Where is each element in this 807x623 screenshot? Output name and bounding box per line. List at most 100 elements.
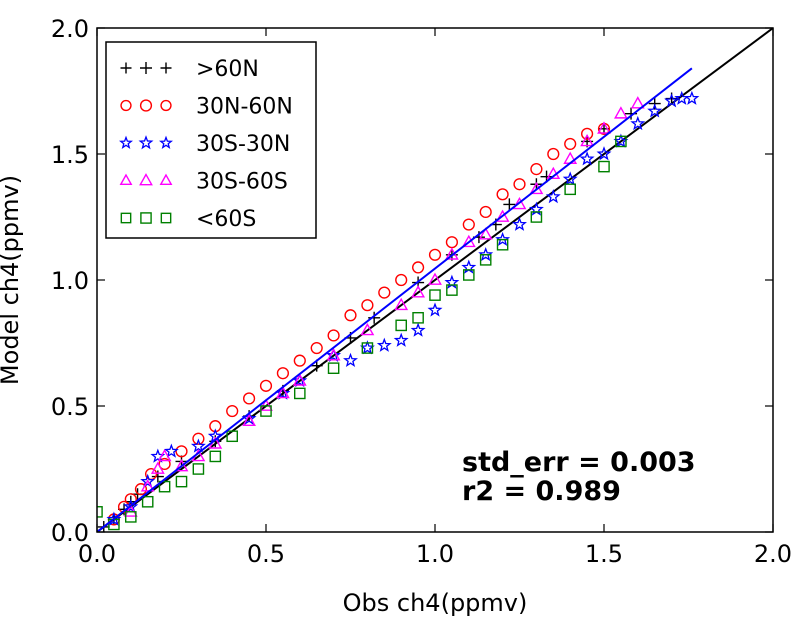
legend-box [105, 41, 317, 239]
legend-marker [139, 99, 153, 112]
data-point [360, 322, 375, 336]
data-point [630, 115, 646, 131]
y-tick-label: 0.5 [51, 393, 89, 421]
data-point [597, 121, 611, 134]
data-point [444, 274, 460, 289]
data-point [123, 498, 139, 514]
data-point [428, 248, 442, 261]
legend-marker [160, 99, 172, 112]
data-point [530, 211, 543, 223]
legend-marker [120, 99, 132, 112]
data-point [292, 372, 308, 388]
data-point [395, 319, 408, 332]
data-point [395, 273, 408, 287]
legend-marker [140, 62, 152, 74]
series-1 [107, 122, 611, 526]
data-point [596, 146, 612, 161]
data-point [503, 198, 516, 211]
y-tick-label: 1.0 [51, 267, 89, 295]
x-axis-label: Obs ch4(ppmv) [343, 589, 528, 617]
data-point [260, 405, 272, 417]
data-point [158, 457, 171, 471]
data-point [580, 127, 594, 140]
data-point [478, 227, 493, 240]
data-point [614, 106, 628, 119]
data-point [376, 337, 392, 352]
data-point [580, 133, 594, 147]
data-point [410, 322, 426, 337]
data-point [141, 495, 154, 508]
data-point [209, 450, 222, 463]
data-point [150, 461, 165, 474]
x-tick-label: 2.0 [754, 540, 792, 568]
data-point [294, 387, 306, 400]
chart-points [97, 67, 700, 532]
data-point [461, 234, 476, 248]
legend-marker [138, 135, 154, 150]
y-tick-label: 2.0 [51, 15, 89, 43]
data-point [394, 297, 409, 311]
data-point [445, 236, 459, 249]
legend: >60N 30N-60N 30S-30N 30S-60S <60S [105, 41, 317, 239]
data-point [684, 90, 700, 105]
legend-marker [139, 173, 153, 186]
data-point [327, 362, 340, 375]
y-axis-label: Model ch4(ppmv) [0, 175, 24, 385]
y-tick-label: 0.0 [51, 519, 89, 547]
data-point [563, 151, 578, 164]
data-point [412, 261, 425, 274]
data-point [496, 238, 509, 251]
data-point [192, 432, 205, 445]
data-point [157, 448, 172, 462]
data-point [175, 445, 188, 458]
data-point [293, 354, 306, 367]
data-point [512, 216, 527, 231]
data-point [310, 341, 323, 355]
data-point [479, 205, 492, 219]
x-tick-label: 0.0 [78, 540, 116, 568]
data-point [647, 103, 663, 118]
data-point [547, 147, 560, 161]
data-point [226, 404, 239, 418]
data-point [158, 480, 171, 493]
data-point [292, 373, 307, 386]
data-point [243, 392, 256, 405]
data-point [495, 231, 511, 247]
data-point [429, 289, 441, 301]
data-point [479, 254, 492, 266]
x-tick-label: 1.0 [416, 540, 454, 568]
legend-marker [159, 135, 173, 149]
data-point [462, 218, 475, 231]
data-point [106, 511, 122, 526]
data-point [359, 340, 375, 355]
data-point [598, 160, 610, 173]
legend-marker [119, 173, 133, 186]
data-point [664, 93, 680, 108]
legend-marker [159, 173, 173, 186]
r2-annotation: r2 = 0.989 [462, 476, 621, 507]
data-point [190, 438, 206, 453]
data-point [630, 96, 645, 109]
data-point [123, 504, 138, 517]
plot-frame [96, 27, 774, 533]
data-point [368, 311, 381, 324]
data-point [124, 511, 137, 523]
data-point [530, 163, 543, 176]
data-point [378, 286, 391, 299]
data-point [326, 348, 341, 361]
data-point [344, 309, 357, 322]
data-point [327, 329, 340, 342]
legend-marker [120, 62, 132, 74]
data-point [512, 196, 527, 210]
data-point [242, 413, 256, 427]
data-point [276, 367, 290, 380]
data-point [226, 430, 239, 443]
data-point [361, 342, 374, 354]
data-point [495, 209, 510, 222]
data-point [513, 178, 526, 191]
data-point [134, 483, 148, 496]
y-tick-label: 1.5 [51, 141, 89, 169]
data-point [276, 385, 290, 399]
data-point [412, 312, 424, 324]
